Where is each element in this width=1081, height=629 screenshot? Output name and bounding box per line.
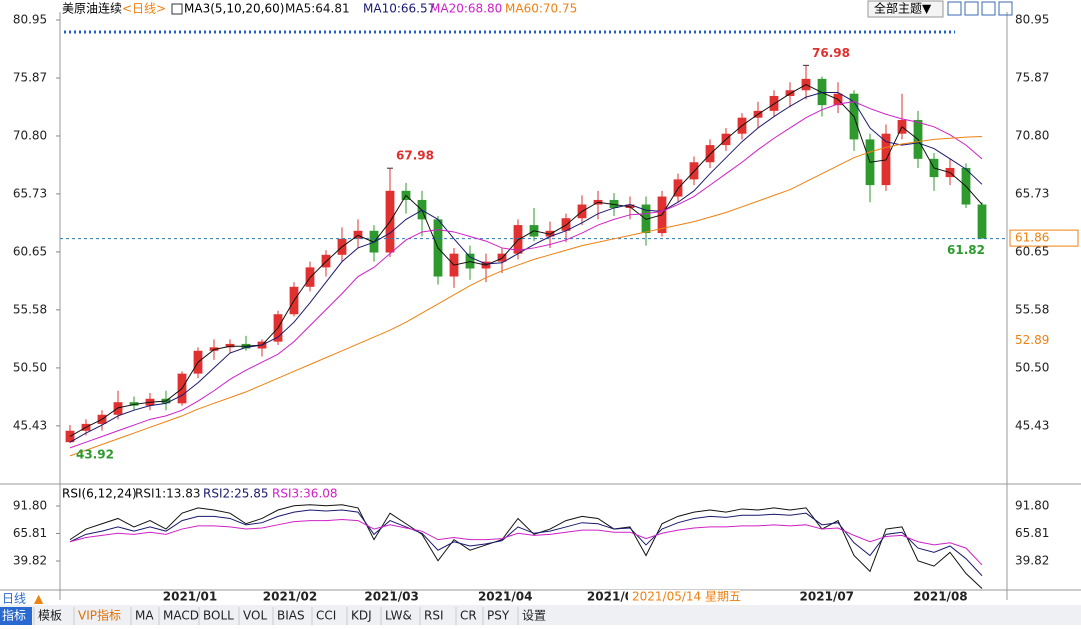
tab[interactable]: KDJ bbox=[351, 609, 372, 623]
chart-subtitle: <日线> bbox=[122, 2, 166, 16]
candle-body bbox=[129, 402, 139, 406]
candle-body bbox=[465, 253, 475, 269]
tab[interactable]: MA bbox=[135, 609, 154, 623]
icon-full[interactable] bbox=[998, 1, 1013, 16]
period-tab[interactable]: 日线 bbox=[2, 592, 26, 606]
y-tick-label: 70.80 bbox=[13, 128, 47, 142]
x-tick-label: 2021/0 bbox=[587, 590, 633, 604]
tab[interactable]: PSY bbox=[487, 609, 510, 623]
y-tick-label: 65.81 bbox=[13, 526, 47, 540]
toolbar-icons[interactable] bbox=[947, 1, 1013, 16]
indicator-label: MA3(5,10,20,60) bbox=[184, 2, 284, 16]
candle-body bbox=[209, 347, 219, 351]
tab[interactable]: CR bbox=[460, 609, 477, 623]
candle-body bbox=[977, 204, 987, 239]
candle-body bbox=[353, 230, 363, 239]
tab[interactable]: CCI bbox=[316, 609, 336, 623]
theme-button[interactable]: 全部主题▼ bbox=[874, 1, 932, 16]
icon-fit[interactable] bbox=[981, 1, 996, 16]
legend-entry: RSI3:36.08 bbox=[272, 487, 338, 501]
price-annotation: 43.92 bbox=[76, 448, 114, 462]
legend-entry: RSI1:13.83 bbox=[135, 487, 201, 501]
price-annotation: 61.82 bbox=[947, 243, 985, 257]
tab[interactable]: BOLL bbox=[203, 609, 234, 623]
theme-button-box[interactable] bbox=[867, 0, 944, 18]
candle-body bbox=[817, 78, 827, 106]
price-tag: 52.89 bbox=[1015, 333, 1049, 347]
candle-body bbox=[609, 199, 619, 208]
y-tick-label: 91.80 bbox=[13, 498, 47, 512]
y-tick-label: 50.50 bbox=[13, 360, 47, 374]
candle-body bbox=[225, 343, 235, 348]
legend-entry: MA5:64.81 bbox=[285, 2, 350, 16]
series-line bbox=[69, 519, 983, 566]
y-tick-label-right: 80.95 bbox=[1015, 12, 1049, 26]
y-tick-label: 75.87 bbox=[13, 71, 47, 85]
y-tick-label-right: 65.81 bbox=[1015, 526, 1049, 540]
price-annotation: 67.98 bbox=[396, 149, 434, 163]
x-tick-label: 2021/03 bbox=[364, 590, 418, 604]
tab[interactable]: VOL bbox=[243, 609, 267, 623]
x-tick-label: 2021/07 bbox=[800, 590, 854, 604]
tab[interactable]: 模板 bbox=[38, 609, 62, 623]
y-tick-label: 55.58 bbox=[13, 302, 47, 316]
x-tick-label: 2021/01 bbox=[163, 590, 217, 604]
chart-title: RSI(6,12,24) bbox=[62, 487, 137, 501]
chart-title: 美原油连续 bbox=[62, 1, 122, 16]
tab[interactable]: BIAS bbox=[277, 609, 305, 623]
price-tag: 61.86 bbox=[1015, 231, 1049, 245]
series-line bbox=[69, 83, 983, 437]
x-tick-label: 2021/08 bbox=[913, 590, 967, 604]
tooltip-cover bbox=[628, 591, 740, 604]
y-tick-label-right: 91.80 bbox=[1015, 498, 1049, 512]
period-arrow[interactable]: ▲ bbox=[34, 592, 44, 606]
legend-entry: MA20:68.80 bbox=[430, 2, 502, 16]
icon-zoom-out[interactable] bbox=[964, 1, 979, 16]
y-tick-label: 39.82 bbox=[13, 553, 47, 567]
y-tick-label: 80.95 bbox=[13, 12, 47, 26]
series-line bbox=[69, 509, 983, 577]
tab[interactable]: LW& bbox=[385, 609, 412, 623]
price-tag-box bbox=[1009, 229, 1079, 247]
tab-bar bbox=[0, 605, 1081, 625]
date-tooltip: 2021/05/14 星期五 bbox=[632, 590, 741, 604]
y-tick-label-right: 45.43 bbox=[1015, 418, 1049, 432]
series-line bbox=[69, 136, 983, 457]
candle-body bbox=[625, 204, 635, 208]
tab[interactable]: 指标 bbox=[2, 608, 26, 623]
price-annotation: 76.98 bbox=[812, 46, 850, 60]
series-line bbox=[69, 101, 983, 449]
y-tick-label-right: 65.73 bbox=[1015, 186, 1049, 200]
tab[interactable]: RSI bbox=[424, 609, 444, 623]
legend-entry: MA60:70.75 bbox=[505, 2, 577, 16]
y-tick-label-right: 75.87 bbox=[1015, 71, 1049, 85]
tab[interactable]: 设置 bbox=[522, 609, 546, 623]
icon-zoom-in[interactable] bbox=[947, 1, 962, 16]
y-tick-label-right: 50.50 bbox=[1015, 360, 1049, 374]
y-tick-label-right: 55.58 bbox=[1015, 302, 1049, 316]
indicator-icon bbox=[171, 3, 183, 15]
y-tick-label: 60.65 bbox=[13, 244, 47, 258]
tab[interactable]: VIP指标 bbox=[78, 608, 121, 623]
tab[interactable]: MACD bbox=[163, 609, 199, 623]
y-tick-label-right: 39.82 bbox=[1015, 553, 1049, 567]
x-tick-label: 2021/02 bbox=[263, 590, 317, 604]
y-tick-label-right: 70.80 bbox=[1015, 128, 1049, 142]
active-tab-bg bbox=[0, 607, 32, 625]
y-tick-label: 45.43 bbox=[13, 418, 47, 432]
y-tick-label-right: 60.65 bbox=[1015, 244, 1049, 258]
x-tick-label: 2021/04 bbox=[478, 590, 532, 604]
y-tick-label: 65.73 bbox=[13, 186, 47, 200]
legend-entry: MA10:66.57 bbox=[363, 2, 435, 16]
series-line bbox=[69, 504, 983, 589]
legend-entry: RSI2:25.85 bbox=[203, 487, 269, 501]
